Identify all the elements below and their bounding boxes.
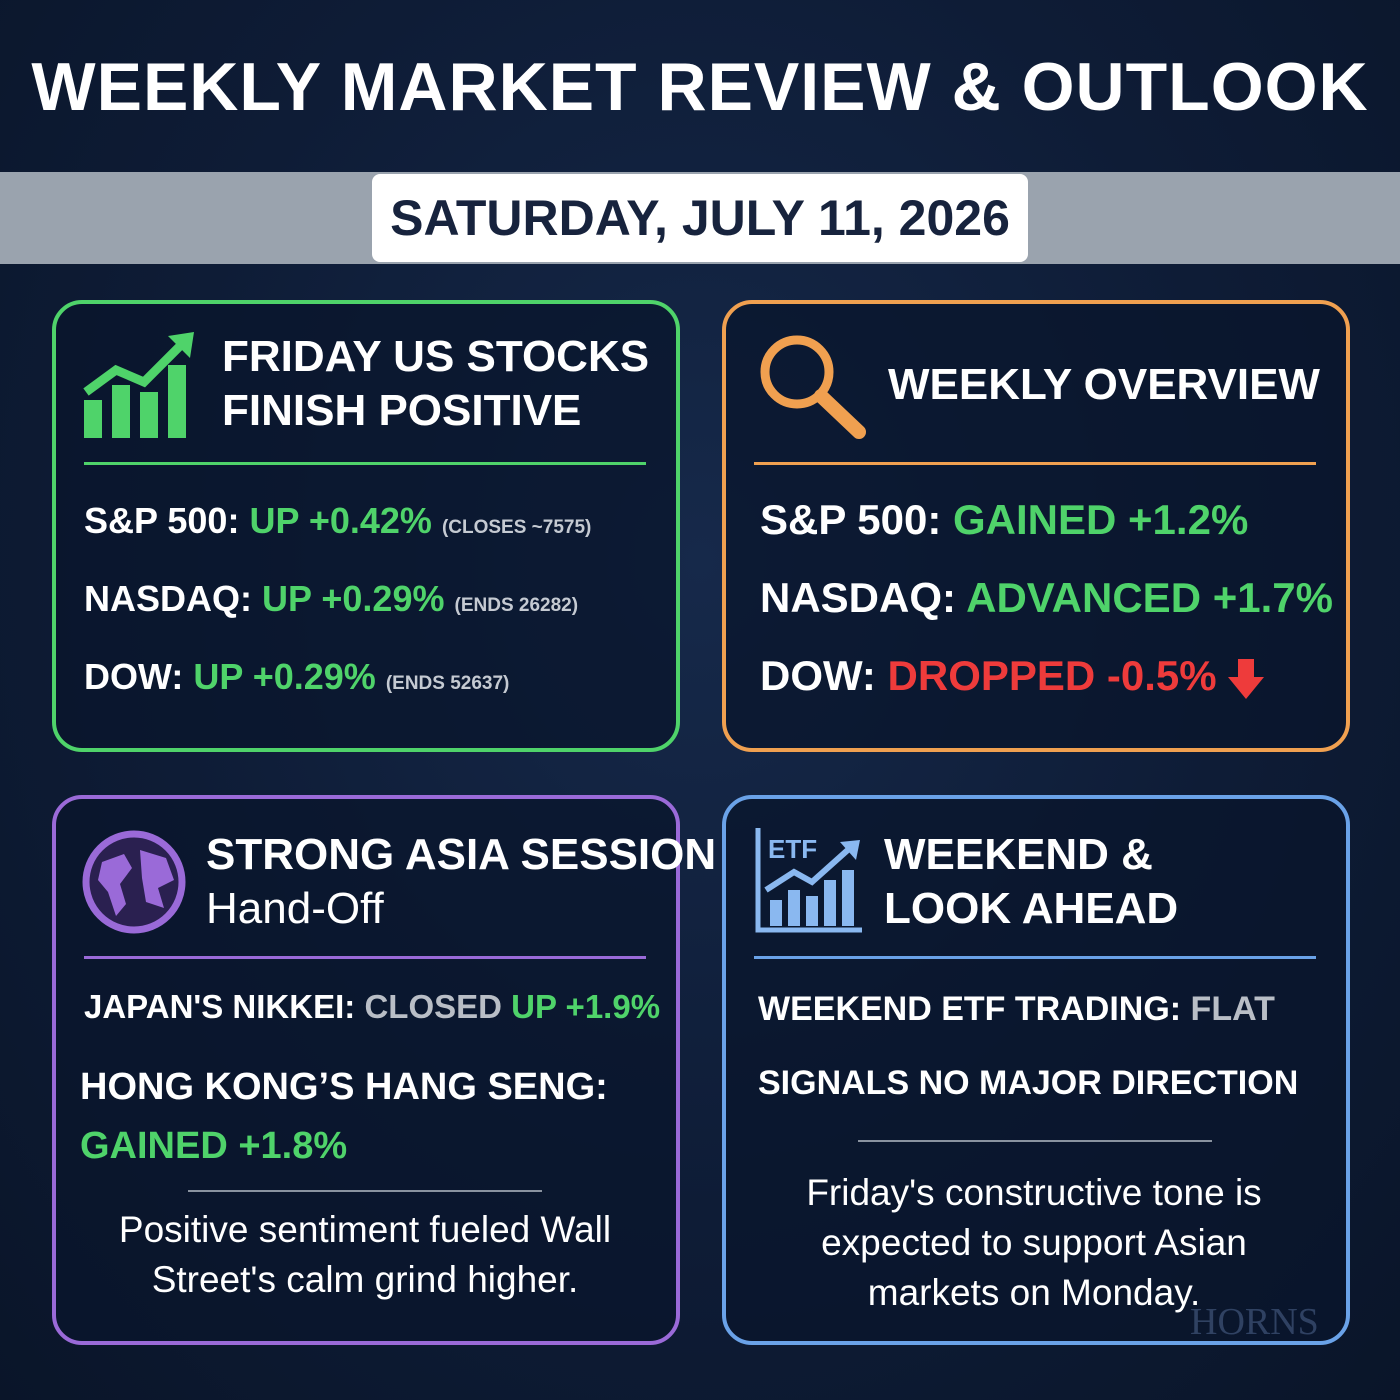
search-icon <box>760 335 866 439</box>
panel-title: WEEKEND & LOOK AHEAD <box>884 830 1179 933</box>
title: WEEKLY MARKET REVIEW & OUTLOOK <box>31 49 1369 125</box>
etf-icon: ETF <box>755 828 862 933</box>
down-arrow <box>1228 658 1265 699</box>
row: SIGNALS NO MAJOR DIRECTION <box>758 1064 1299 1102</box>
panel-title: WEEKLY OVERVIEW <box>888 360 1320 409</box>
chart-icon <box>83 332 194 438</box>
note: Friday's constructive tone is expected t… <box>806 1172 1262 1313</box>
row: S&P 500: UP +0.42% (CLOSES ~7575) <box>84 500 592 541</box>
icon-label: ETF <box>768 834 817 864</box>
divider <box>754 956 1316 959</box>
row: HONG KONG’S HANG SENG: GAINED +1.8% <box>80 1066 608 1167</box>
row: DOW: DROPPED -0.5% <box>760 652 1265 700</box>
divider <box>84 956 646 959</box>
date: SATURDAY, JULY 11, 2026 <box>372 174 1028 262</box>
panel-title: FRIDAY US STOCKS FINISH POSITIVE <box>222 332 650 435</box>
divider <box>84 462 646 465</box>
row: NASDAQ: ADVANCED +1.7% <box>760 574 1333 621</box>
globe-icon <box>82 830 186 934</box>
row: DOW: UP +0.29% (ENDS 52637) <box>84 656 510 697</box>
divider <box>754 462 1316 465</box>
row: S&P 500: GAINED +1.2% <box>760 496 1249 543</box>
watermark: HORNS <box>1190 1301 1319 1343</box>
row: WEEKEND ETF TRADING: FLAT <box>758 990 1275 1028</box>
panel-title: STRONG ASIA SESSION Hand-Off <box>206 830 717 933</box>
divider <box>188 1190 542 1192</box>
divider <box>858 1140 1212 1142</box>
note: Positive sentiment fueled Wall Street's … <box>118 1209 612 1300</box>
row: NASDAQ: UP +0.29% (ENDS 26282) <box>84 578 579 619</box>
row: JAPAN'S NIKKEI: CLOSED UP +1.9% <box>84 988 661 1025</box>
